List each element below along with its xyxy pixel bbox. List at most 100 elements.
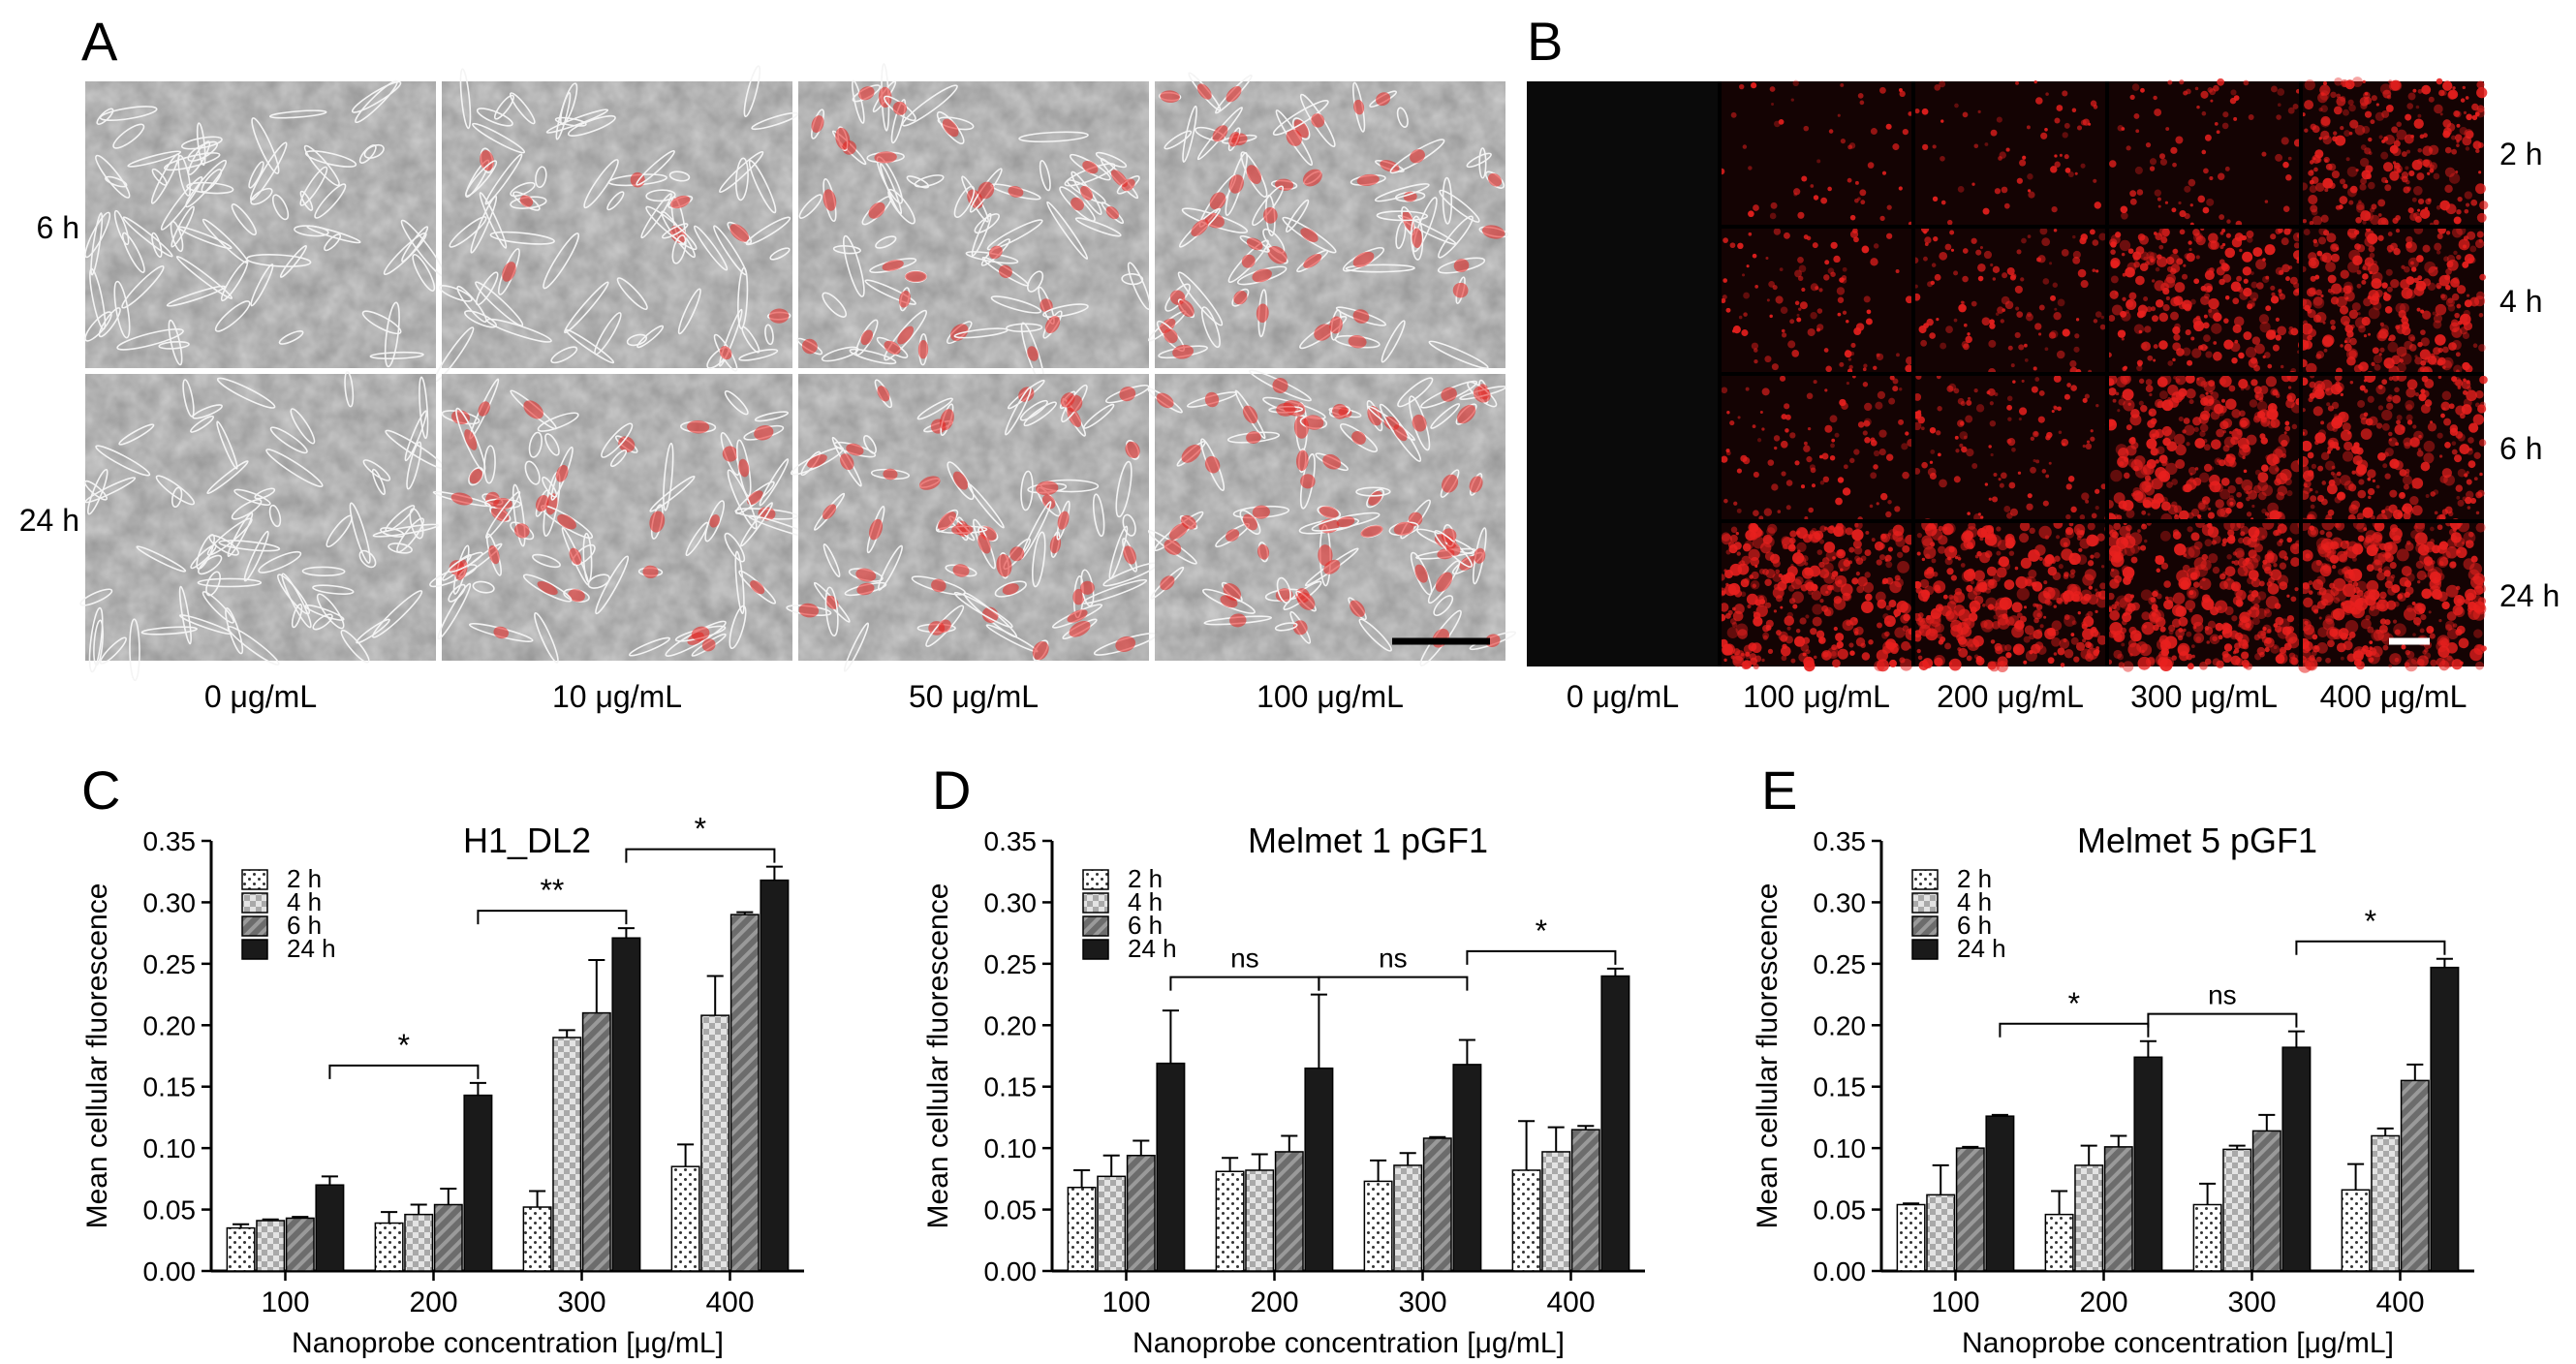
red-spot <box>2108 388 2117 396</box>
red-spot <box>2153 358 2157 362</box>
red-spot <box>1957 419 1965 427</box>
cell-outline <box>1195 126 1226 142</box>
red-spot <box>2423 440 2436 452</box>
red-spot <box>1801 287 1806 293</box>
red-spot <box>2310 169 2314 173</box>
cell-outline <box>677 288 701 335</box>
red-spot <box>2043 580 2048 585</box>
legend-swatch <box>1082 869 1109 890</box>
red-spot <box>2126 424 2132 431</box>
red-spot <box>2411 159 2423 170</box>
red-spot <box>2388 431 2393 437</box>
red-spot <box>2127 248 2134 255</box>
red-spot <box>2390 574 2396 579</box>
red-spot <box>2219 580 2228 590</box>
cell-outline <box>916 397 953 420</box>
cell-outline <box>734 550 745 615</box>
red-spot <box>1917 655 1923 661</box>
red-spot <box>2438 619 2442 623</box>
red-spot <box>2080 280 2089 289</box>
red-spot <box>2362 79 2366 83</box>
red-spot <box>1921 108 1929 115</box>
red-spot <box>2149 429 2160 440</box>
red-spot <box>2252 247 2263 258</box>
cell-outline <box>371 468 386 496</box>
cell-red-signal <box>807 454 827 468</box>
cells <box>434 65 799 383</box>
red-spot <box>2446 259 2459 271</box>
red-spot <box>2242 536 2251 545</box>
x-tick-label: 200 <box>1250 1286 1298 1318</box>
cell-outline <box>1285 199 1310 233</box>
red-spot <box>2076 536 2082 541</box>
red-spot <box>1785 480 1793 486</box>
chart-title: H1_DL2 <box>463 821 591 860</box>
cells <box>786 379 1159 672</box>
cell-red-signal <box>1272 378 1288 393</box>
cell-outline <box>947 461 975 501</box>
red-spot <box>2336 96 2346 107</box>
cell-red-signal <box>1353 99 1365 115</box>
cell-outline <box>251 117 280 174</box>
cell-red-signal <box>952 564 970 577</box>
red-spot <box>2038 390 2045 396</box>
red-spot <box>2265 637 2272 644</box>
red-spot <box>2450 277 2460 288</box>
red-spot <box>2113 513 2119 519</box>
red-spot <box>2451 376 2458 383</box>
red-spot <box>2473 451 2481 459</box>
red-spot <box>2133 256 2139 262</box>
cell-red-signal <box>469 469 483 484</box>
panel-label: C <box>81 760 120 821</box>
red-spot <box>2172 357 2176 362</box>
cell-outline <box>1018 131 1089 143</box>
cell-outline <box>89 267 107 330</box>
red-spot <box>2275 529 2282 536</box>
cell-outline <box>645 189 676 202</box>
red-spot <box>2155 299 2164 308</box>
red-spot <box>2128 292 2137 300</box>
red-spot <box>1796 317 1802 323</box>
red-spot <box>1721 532 1731 542</box>
red-spot <box>2137 362 2143 367</box>
red-spot <box>2321 336 2334 348</box>
red-spot <box>2401 316 2409 325</box>
red-spot <box>2420 359 2427 366</box>
red-spot <box>1992 277 1997 281</box>
red-spot <box>2195 376 2206 387</box>
red-spot <box>2250 292 2259 301</box>
red-spot <box>2222 111 2229 118</box>
cell-red-signal <box>1246 431 1261 444</box>
red-spot <box>2268 464 2280 475</box>
red-spot <box>2277 540 2283 546</box>
red-spot <box>1857 92 1864 99</box>
red-spot <box>1989 323 1996 329</box>
red-spot <box>2121 565 2131 574</box>
red-spot <box>2413 118 2424 129</box>
red-spot <box>2325 262 2336 272</box>
red-spot <box>2183 483 2192 493</box>
red-spot <box>2221 264 2230 272</box>
red-spot <box>1921 557 1926 562</box>
red-spot <box>2048 461 2052 465</box>
red-spot <box>2161 425 2173 437</box>
red-spot <box>2346 653 2356 663</box>
red-spot <box>2065 528 2071 534</box>
red-spot <box>1994 642 2002 651</box>
red-spot <box>2047 657 2055 665</box>
red-spot <box>2230 342 2241 353</box>
red-spot <box>2028 569 2037 578</box>
red-spot <box>1818 539 1825 544</box>
cell-outline <box>349 502 371 564</box>
red-spot <box>1921 461 1928 469</box>
significance-label: * <box>398 1028 410 1063</box>
red-spot <box>1733 501 1738 506</box>
red-spot <box>2216 458 2220 463</box>
red-spot <box>2360 210 2372 222</box>
red-spot <box>2378 624 2388 634</box>
significance-bracket <box>2295 940 2446 955</box>
red-spot <box>2089 628 2095 634</box>
cell-red-signal <box>942 118 959 138</box>
red-spot <box>2374 111 2385 121</box>
red-spot <box>2445 542 2449 546</box>
